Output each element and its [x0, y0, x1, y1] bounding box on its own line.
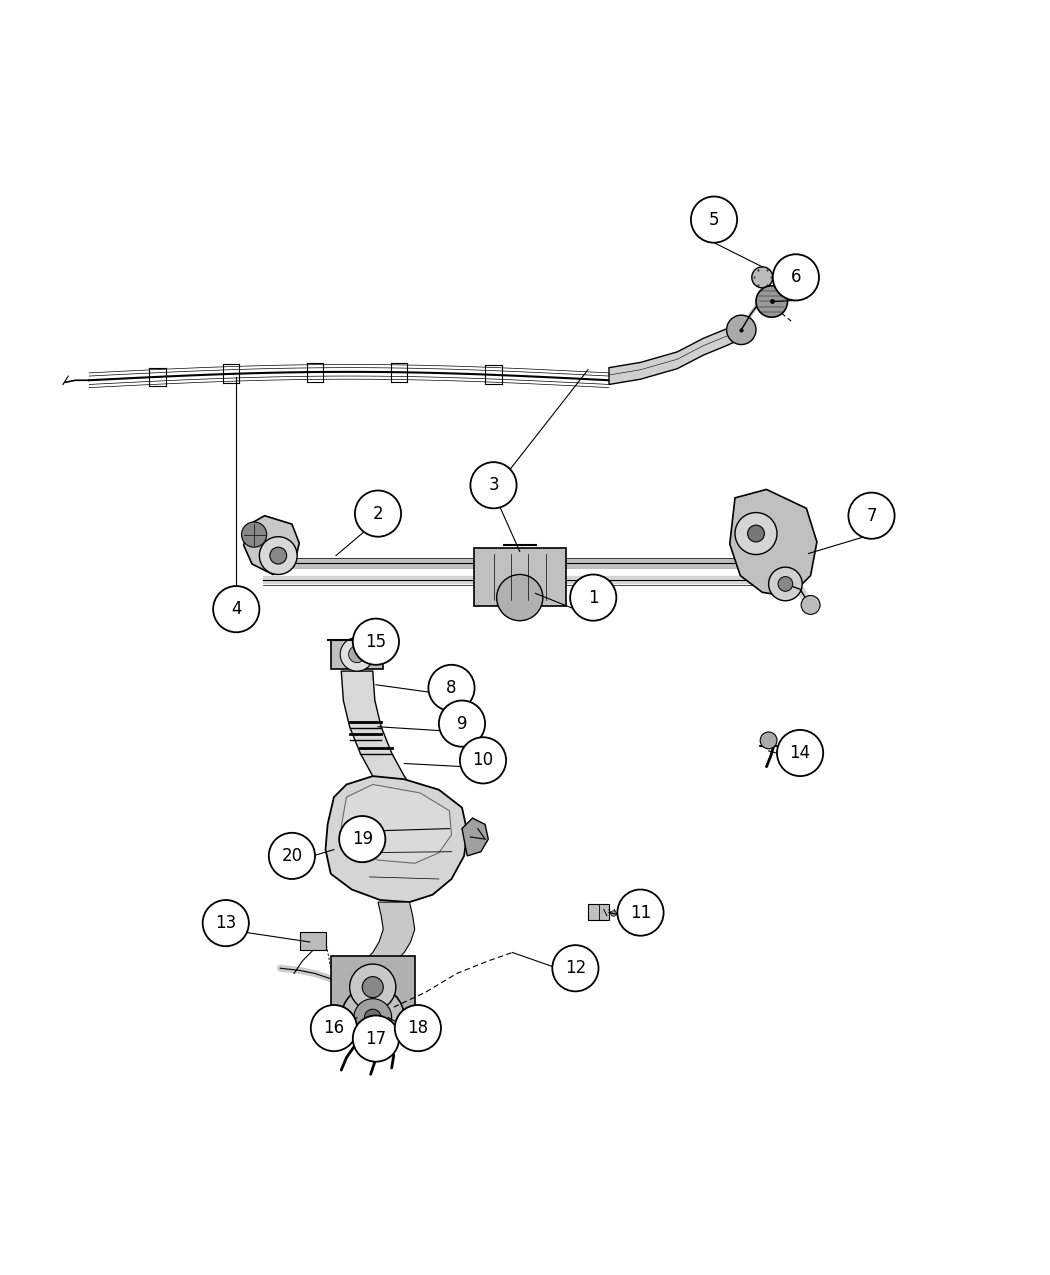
Circle shape	[269, 833, 315, 878]
Bar	[331, 956, 415, 1019]
Text: 8: 8	[446, 678, 457, 697]
Text: 20: 20	[281, 847, 302, 864]
Circle shape	[213, 586, 259, 632]
Circle shape	[428, 664, 475, 711]
Circle shape	[497, 575, 543, 621]
Circle shape	[341, 986, 404, 1049]
Circle shape	[570, 575, 616, 621]
Bar	[474, 548, 566, 606]
Circle shape	[748, 525, 764, 542]
Circle shape	[801, 595, 820, 615]
Circle shape	[270, 547, 287, 564]
Circle shape	[760, 732, 777, 748]
Polygon shape	[341, 784, 452, 863]
Circle shape	[735, 513, 777, 555]
Circle shape	[778, 576, 793, 592]
Text: 11: 11	[630, 904, 651, 922]
Circle shape	[552, 945, 598, 992]
Text: 18: 18	[407, 1019, 428, 1037]
Polygon shape	[462, 819, 488, 856]
Circle shape	[773, 254, 819, 301]
Circle shape	[617, 890, 664, 936]
Text: 19: 19	[352, 830, 373, 848]
Polygon shape	[341, 671, 425, 803]
Text: 17: 17	[365, 1030, 386, 1048]
Circle shape	[727, 315, 756, 344]
Text: 2: 2	[373, 505, 383, 523]
Circle shape	[354, 998, 392, 1037]
Circle shape	[460, 737, 506, 783]
Text: 1: 1	[588, 589, 598, 607]
Circle shape	[439, 700, 485, 747]
Circle shape	[355, 491, 401, 537]
Circle shape	[340, 638, 374, 671]
Circle shape	[339, 816, 385, 862]
Text: 7: 7	[866, 506, 877, 525]
Circle shape	[353, 1015, 399, 1062]
Text: 12: 12	[565, 959, 586, 977]
Bar	[331, 640, 383, 669]
Circle shape	[242, 521, 267, 547]
Text: 3: 3	[488, 477, 499, 495]
Circle shape	[395, 1005, 441, 1051]
Circle shape	[349, 646, 365, 663]
Circle shape	[848, 492, 895, 539]
Text: 15: 15	[365, 632, 386, 650]
Circle shape	[364, 1010, 381, 1026]
Text: 6: 6	[791, 268, 801, 287]
Circle shape	[756, 286, 788, 317]
Circle shape	[311, 1005, 357, 1051]
Polygon shape	[326, 776, 467, 903]
Text: 14: 14	[790, 745, 811, 762]
Polygon shape	[358, 903, 415, 968]
Text: 13: 13	[215, 914, 236, 932]
Text: 10: 10	[472, 751, 493, 769]
Polygon shape	[730, 490, 817, 597]
Circle shape	[259, 537, 297, 575]
Circle shape	[777, 729, 823, 776]
Bar	[588, 904, 609, 921]
Text: 9: 9	[457, 714, 467, 733]
Circle shape	[350, 964, 396, 1010]
Bar	[300, 932, 326, 950]
Polygon shape	[609, 323, 740, 385]
Circle shape	[470, 462, 517, 509]
Text: 16: 16	[323, 1019, 344, 1037]
Circle shape	[362, 977, 383, 997]
Circle shape	[752, 266, 773, 288]
Circle shape	[691, 196, 737, 242]
Text: 5: 5	[709, 210, 719, 228]
Circle shape	[353, 618, 399, 664]
Circle shape	[203, 900, 249, 946]
Polygon shape	[244, 515, 299, 575]
Text: 4: 4	[231, 601, 242, 618]
Circle shape	[769, 567, 802, 601]
